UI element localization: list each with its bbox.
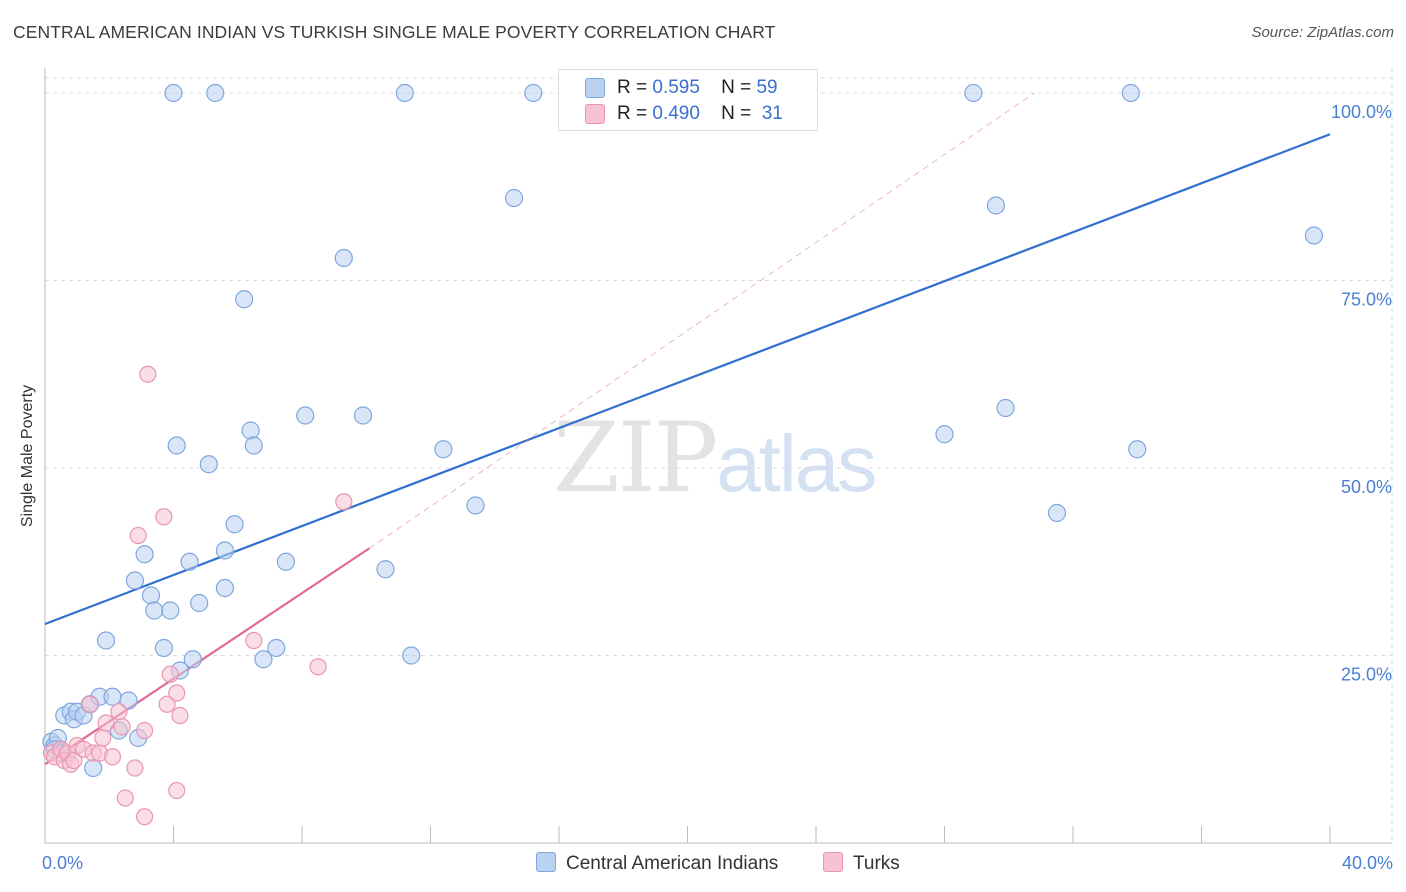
point-central-american-indian: [434, 440, 453, 459]
series-legend-blue: Central American Indians: [536, 852, 778, 875]
point-central-american-indian: [996, 398, 1015, 418]
point-turk: [116, 789, 134, 807]
series-swatch-blue: [536, 852, 556, 872]
correlation-legend: R = 0.595 N = 59 R = 0.490 N = 31: [558, 69, 818, 131]
point-turk: [168, 684, 186, 702]
point-central-american-indian: [935, 425, 954, 444]
point-central-american-indian: [241, 421, 260, 440]
legend-r-label-pink: R =: [617, 103, 648, 124]
y-tick-label: 100.0%: [1331, 102, 1392, 122]
point-turk: [245, 631, 263, 650]
point-central-american-indian: [267, 638, 286, 658]
point-central-american-indian: [180, 552, 199, 571]
chart-title: CENTRAL AMERICAN INDIAN VS TURKISH SINGL…: [13, 22, 776, 42]
point-central-american-indian: [395, 83, 414, 103]
point-central-american-indian: [334, 248, 353, 268]
point-central-american-indian: [135, 545, 154, 564]
point-central-american-indian: [504, 188, 524, 208]
point-central-american-indian: [276, 552, 296, 571]
point-turk: [171, 706, 189, 725]
x-tick-label-min: 0.0%: [42, 853, 83, 873]
point-turk: [97, 714, 115, 732]
trendline-pink: [44, 547, 371, 766]
legend-r-value-blue: 0.595: [652, 77, 700, 98]
point-central-american-indian: [167, 436, 186, 455]
point-central-american-indian: [190, 593, 209, 613]
point-central-american-indian: [161, 601, 180, 620]
point-turk: [94, 729, 112, 747]
point-turk: [126, 759, 144, 777]
series-swatch-pink: [823, 852, 843, 872]
point-central-american-indian: [254, 650, 273, 669]
y-tick-label: 25.0%: [1341, 665, 1392, 685]
point-central-american-indian: [125, 571, 145, 590]
point-turk: [103, 748, 122, 766]
point-turk: [158, 695, 176, 713]
y-tick-label: 50.0%: [1341, 477, 1392, 497]
point-central-american-indian: [244, 436, 263, 455]
legend-n-label-blue: N =: [721, 77, 752, 98]
legend-swatch-pink: [585, 104, 605, 124]
point-central-american-indian: [986, 196, 1006, 215]
point-turk: [139, 365, 157, 383]
point-turk: [129, 526, 147, 545]
legend-n-value-blue: 59: [756, 77, 778, 98]
point-central-american-indian: [215, 541, 234, 560]
point-central-american-indian: [145, 601, 164, 620]
point-turk: [81, 695, 99, 713]
point-turk: [168, 781, 186, 800]
point-central-american-indian: [183, 650, 202, 669]
point-central-american-indian: [103, 687, 122, 706]
point-central-american-indian: [296, 406, 315, 425]
watermark: ZIPatlas: [553, 402, 877, 514]
point-central-american-indian: [964, 83, 983, 103]
point-central-american-indian: [235, 290, 254, 309]
point-central-american-indian: [1047, 503, 1067, 523]
watermark-atlas: atlas: [716, 419, 877, 508]
series-name-blue: Central American Indians: [566, 853, 779, 874]
source-label: Source: ZipAtlas.com: [1251, 24, 1394, 41]
legend-r-label-blue: R =: [617, 77, 648, 98]
legend-r-value-pink: 0.490: [652, 103, 700, 124]
point-turk: [309, 658, 327, 676]
point-central-american-indian: [1121, 83, 1140, 103]
legend-n-value-pink: 31: [761, 103, 783, 124]
legend-swatch-blue: [585, 78, 605, 98]
point-turk: [161, 665, 179, 683]
point-turk: [155, 508, 173, 526]
y-tick-label: 75.0%: [1341, 290, 1392, 310]
point-central-american-indian: [154, 638, 173, 658]
point-turk: [135, 721, 154, 740]
point-central-american-indian: [353, 406, 373, 425]
point-turk: [110, 703, 128, 721]
point-central-american-indian: [524, 83, 543, 103]
point-central-american-indian: [141, 586, 161, 605]
point-turk: [135, 808, 154, 826]
point-central-american-indian: [402, 646, 421, 665]
x-tick-label-max: 40.0%: [1342, 853, 1393, 873]
point-central-american-indian: [206, 83, 225, 103]
legend-n-label-pink: N =: [721, 103, 752, 124]
point-central-american-indian: [119, 691, 138, 710]
point-central-american-indian: [225, 515, 244, 534]
point-central-american-indian: [1128, 440, 1147, 459]
trendline-blue: [44, 133, 1331, 626]
point-central-american-indian: [376, 560, 395, 579]
point-central-american-indian: [215, 578, 234, 598]
trendline-pink-extension: [369, 92, 1035, 549]
point-turk: [335, 493, 353, 511]
point-central-american-indian: [84, 758, 103, 778]
series-legend-pink: Turks: [823, 852, 900, 875]
point-central-american-indian: [164, 83, 183, 103]
point-turk: [113, 718, 131, 736]
series-name-pink: Turks: [853, 853, 900, 874]
point-central-american-indian: [96, 631, 116, 650]
point-central-american-indian: [199, 455, 218, 474]
point-central-american-indian: [1304, 226, 1324, 245]
point-central-american-indian: [466, 496, 485, 515]
